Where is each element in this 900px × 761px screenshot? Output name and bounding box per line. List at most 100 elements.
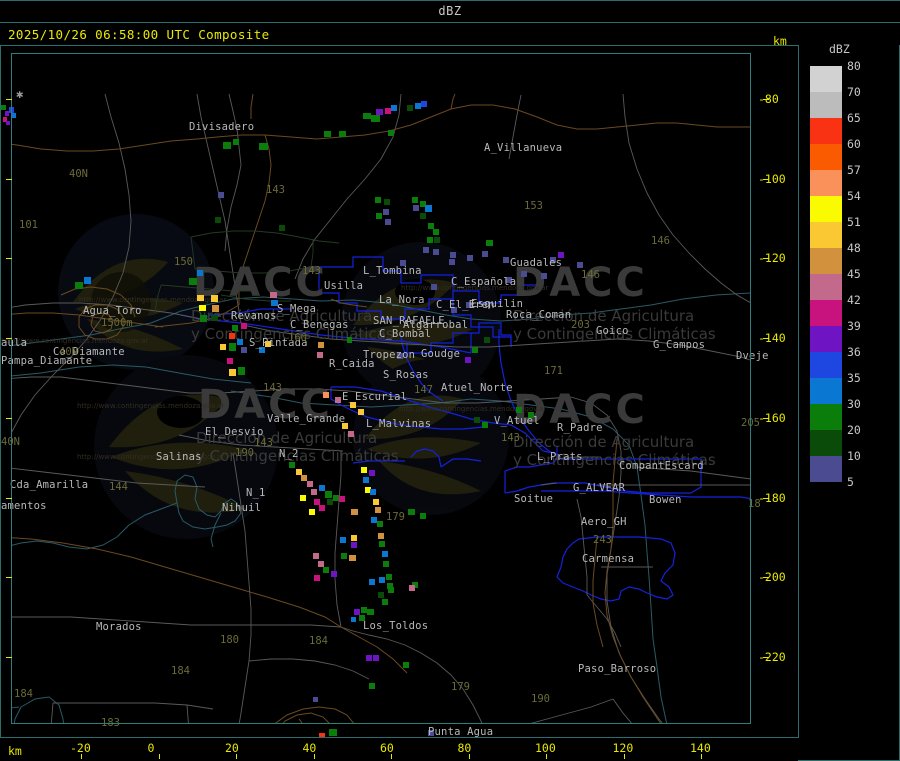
- colorbar-swatch: [810, 274, 842, 300]
- x-axis-tick-label: 140: [690, 741, 711, 755]
- radar-echo-cell: [200, 315, 207, 322]
- route-number-label: 40N: [1, 436, 20, 448]
- route-number-label: 171: [544, 365, 563, 377]
- radar-echo-cell: [428, 223, 434, 229]
- x-axis: -20 0 20 40 60 80 100 120 140: [0, 738, 798, 761]
- radar-echo-cell: [375, 197, 381, 203]
- colorbar-tick-label: 45: [847, 267, 861, 281]
- radar-echo-cell: [232, 325, 238, 331]
- frame-left-border: [0, 0, 1, 761]
- radar-echo-cell: [378, 592, 384, 598]
- y-axis-tick: [6, 178, 12, 180]
- radar-echo-cell: [377, 521, 383, 527]
- radar-echo-cell: [385, 108, 391, 114]
- radar-echo-cell: [375, 507, 381, 513]
- route-number-label: 160: [288, 332, 307, 344]
- radar-echo-cell: [335, 397, 341, 403]
- city-label: Dveje: [736, 350, 769, 362]
- radar-echo-cell: [307, 481, 313, 487]
- radar-echo-cell: [354, 609, 360, 615]
- radar-echo-cell: [376, 213, 382, 219]
- radar-echo-cell: [366, 655, 372, 661]
- radar-echo-cell: [382, 599, 388, 605]
- city-label: Carmensa: [582, 553, 635, 565]
- title-rule-top: [0, 0, 900, 1]
- colorbar-swatch: [810, 222, 842, 248]
- city-label: Salinas: [156, 451, 202, 463]
- city-label: CompantEscard: [619, 460, 704, 472]
- watermark-url-2: http://www.contingencias.mendoza.gov.ar: [77, 402, 225, 410]
- city-label: Tropezon: [363, 349, 416, 361]
- radar-echo-cell: [506, 277, 512, 283]
- watermark-logo-text-2: DACC: [198, 382, 333, 428]
- y-axis-tick-label: -140: [758, 331, 786, 346]
- radar-echo-cell: [351, 542, 357, 548]
- route-number-label: 179: [451, 681, 470, 693]
- radar-echo-cell: [451, 307, 457, 313]
- y-axis-tick-outer: [763, 577, 769, 579]
- radar-echo-cell: [379, 541, 385, 547]
- watermark-url-4: http://www.contingencias.mendoza.gov.ar: [399, 405, 547, 413]
- x-axis-tick-label: 80: [457, 741, 472, 755]
- radar-echo-cell: [521, 271, 527, 277]
- y-axis-tick-label: -220: [758, 650, 786, 664]
- radar-echo-cell: [467, 255, 473, 261]
- city-label: L_Prats: [537, 451, 583, 463]
- city-label: Goico: [596, 325, 629, 337]
- radar-echo-cell: [212, 305, 219, 312]
- radar-echo-cell: [383, 561, 389, 567]
- colorbar-tick-label: 20: [847, 423, 861, 437]
- watermark-line2-2: y Contingencias Climáticas: [196, 447, 399, 465]
- radar-echo-cell: [412, 582, 418, 588]
- route-number-label: 184: [309, 635, 328, 647]
- radar-echo-cell: [301, 475, 307, 481]
- radar-echo-cell: [11, 113, 16, 118]
- route-number-label: 153: [524, 200, 543, 212]
- x-axis-tick-label: -20: [70, 741, 91, 755]
- city-label: Goudge: [421, 348, 461, 360]
- radar-echo-cell: [427, 237, 433, 243]
- radar-echo-cell: [363, 113, 371, 119]
- colorbar-swatch: [810, 404, 842, 430]
- route-number-label: 203: [571, 319, 590, 331]
- radar-echo-cell: [6, 121, 10, 125]
- colorbar-tick-label: 80: [847, 59, 861, 73]
- radar-echo-cell: [218, 192, 224, 198]
- radar-map-panel[interactable]: DACC Dirección de Agricultura y Continge…: [1, 47, 798, 737]
- y-axis-tick-outer: [763, 417, 769, 419]
- radar-echo-cell: [420, 513, 426, 519]
- radar-echo-cell: [75, 282, 83, 289]
- radar-echo-cell: [329, 729, 337, 736]
- route-number-label: 40N: [59, 346, 78, 358]
- radar-echo-cell: [369, 579, 375, 585]
- radar-echo-cell: [413, 205, 419, 211]
- city-label: Usilla: [324, 280, 364, 292]
- radar-echo-cell: [428, 730, 434, 736]
- secondary-road-layer: [12, 93, 750, 723]
- y-axis-tick: [6, 99, 12, 100]
- radar-echo-cell: [412, 197, 418, 203]
- colorbar-swatch: [810, 456, 842, 482]
- x-axis-tick: [623, 754, 625, 759]
- city-label: aula: [1, 337, 28, 349]
- route-number-label: 190: [235, 447, 254, 459]
- colorbar-tick-label: 48: [847, 241, 861, 255]
- radar-echo-cell: [383, 209, 389, 215]
- colorbar-tick-label: 57: [847, 163, 861, 177]
- timestamp-rule: [0, 45, 900, 46]
- radar-echo-cell: [259, 143, 268, 150]
- city-label: amentos: [1, 500, 47, 512]
- radar-echo-cell: [474, 417, 480, 423]
- radar-echo-cell: [371, 115, 380, 122]
- city-label: R_Padre: [557, 422, 603, 434]
- radar-echo-cell: [319, 485, 325, 491]
- radar-echo-cell: [361, 607, 367, 613]
- radar-echo-cell: [472, 347, 478, 353]
- route-number-label: 243: [593, 534, 612, 546]
- radar-echo-cell: [340, 537, 346, 543]
- colorbar-swatch: [810, 170, 842, 196]
- route-number-label: 184: [171, 665, 190, 677]
- colorbar-tick-label: 35: [847, 371, 861, 385]
- radar-echo-cell: [342, 423, 348, 429]
- colorbar-swatch: [810, 248, 842, 274]
